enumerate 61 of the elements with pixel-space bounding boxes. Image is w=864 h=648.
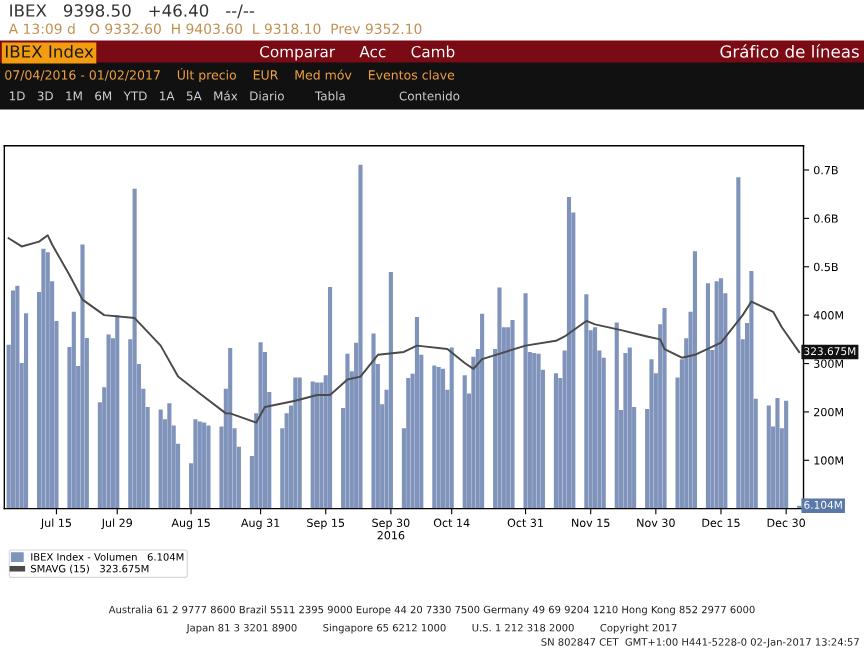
bar [510,319,515,509]
bar [106,334,111,509]
bar [532,352,537,509]
chart-subtitle: Gráfico de líneas [720,44,859,58]
bar [345,353,350,509]
bar [115,315,120,509]
bar [649,359,654,509]
bar [436,366,441,509]
bar [662,307,667,509]
bar [566,197,572,509]
bar [228,348,233,509]
bar [414,317,420,509]
bar [592,327,598,509]
bar [158,409,163,509]
bar [553,373,558,509]
bar [692,251,697,509]
bar [497,287,502,509]
bar [193,419,198,509]
bar [432,365,437,509]
bar [314,382,320,509]
bar [784,400,789,509]
bar [297,377,302,509]
bar [45,252,50,509]
bar [775,397,780,509]
bar [132,188,137,509]
bar [206,425,211,509]
bar [714,281,719,509]
bar [258,342,263,509]
bar [449,347,454,509]
bar [310,381,315,509]
bar [584,294,589,509]
bar [328,287,333,509]
bar [293,377,298,509]
bar [15,285,20,509]
bar [197,421,202,509]
bar [471,356,476,509]
bar [440,368,446,509]
bar [736,177,741,509]
bar [80,244,85,509]
bar [71,311,76,509]
bar [202,422,207,509]
bar [406,378,411,509]
bar [388,272,393,509]
bar [358,164,363,509]
bar [506,327,511,509]
bar [627,347,632,509]
bar [523,293,528,509]
chart-title: IBEX Index [5,44,94,58]
bar [10,290,16,509]
bar [371,333,376,509]
bar [705,283,711,509]
bar [601,357,606,509]
bar [462,375,467,509]
bar [623,352,628,509]
bar [718,278,724,509]
bar [614,322,619,509]
bar [480,313,485,509]
text: IBEX 9398.50 +46.40 --/-- [10,4,255,19]
bar [749,271,754,509]
bar [766,405,771,509]
bar [23,313,29,509]
